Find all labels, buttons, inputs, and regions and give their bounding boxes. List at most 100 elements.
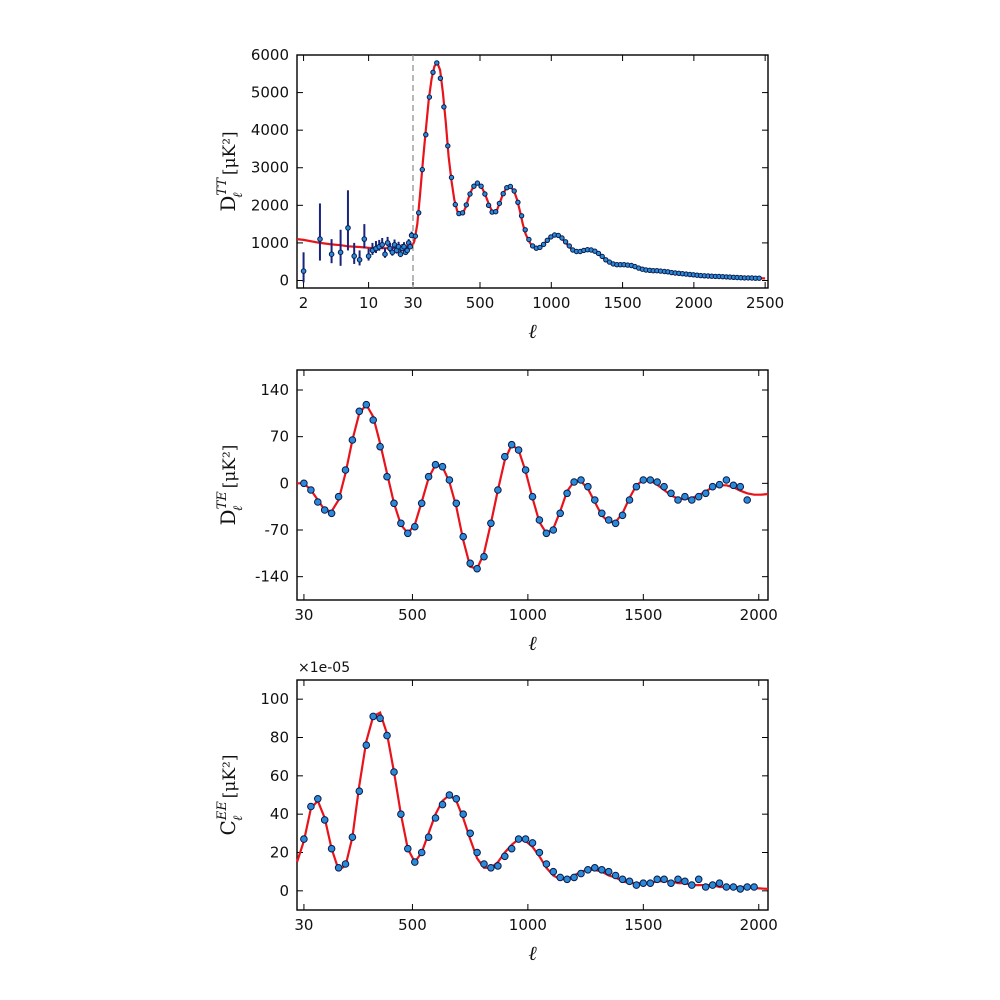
ee-point bbox=[355, 787, 364, 796]
te-point bbox=[459, 532, 468, 541]
te-point bbox=[300, 479, 308, 488]
ee-point bbox=[681, 877, 689, 886]
te-point bbox=[411, 522, 419, 531]
tt-point bbox=[452, 201, 458, 208]
y-tick-label: 3000 bbox=[251, 159, 289, 177]
ee-point bbox=[694, 875, 703, 884]
te-point bbox=[577, 476, 585, 484]
ee-point bbox=[459, 810, 468, 819]
tt-point bbox=[482, 191, 488, 197]
svg-text:DTTℓ [μK²]: DTTℓ [μK²] bbox=[215, 131, 246, 211]
x-tick-label: 2000 bbox=[740, 606, 778, 624]
ee-point bbox=[708, 881, 717, 889]
y-label-symbol: D bbox=[216, 196, 240, 212]
x-tick-label: 1500 bbox=[603, 294, 641, 312]
svg-text:CEEℓ [μK²]: CEEℓ [μK²] bbox=[215, 755, 246, 836]
ee-model-line bbox=[295, 710, 769, 890]
ee-point bbox=[667, 879, 675, 888]
ee-point bbox=[417, 848, 426, 857]
y-tick-label: -70 bbox=[265, 521, 290, 539]
tt-point bbox=[526, 236, 532, 243]
ee-point bbox=[625, 877, 634, 886]
ee-point bbox=[549, 867, 558, 876]
tt-point bbox=[522, 227, 528, 233]
te-point bbox=[397, 519, 405, 528]
te-point bbox=[570, 478, 578, 486]
y-tick-label: 0 bbox=[279, 474, 289, 492]
te-point bbox=[708, 482, 717, 491]
te-point bbox=[334, 492, 343, 501]
y-tick-label: 60 bbox=[270, 767, 289, 785]
te-point bbox=[521, 466, 530, 474]
te-model-line bbox=[297, 402, 769, 571]
te-point bbox=[445, 476, 454, 484]
ee-point bbox=[598, 866, 606, 874]
plot-frame bbox=[296, 54, 769, 289]
y-tick-label: 1000 bbox=[251, 234, 289, 252]
y-label-subscript: ℓ bbox=[231, 192, 246, 198]
tt-point bbox=[434, 60, 440, 66]
plot-frame bbox=[296, 679, 769, 911]
y-tick-label: 40 bbox=[270, 805, 289, 823]
ee-point bbox=[307, 802, 315, 811]
tt-point bbox=[756, 275, 762, 281]
y-label-superscript: EE bbox=[215, 801, 230, 821]
x-axis-label: ℓ bbox=[528, 319, 537, 343]
te-point bbox=[390, 499, 398, 508]
tt-point bbox=[562, 239, 569, 245]
ee-point bbox=[611, 871, 620, 880]
y-axis-label: DTEℓ [μK²] bbox=[215, 445, 246, 526]
x-tick-label: 500 bbox=[466, 294, 495, 312]
tt-point bbox=[559, 235, 565, 241]
x-axis-label: ℓ bbox=[528, 631, 537, 655]
tt-lowell-point bbox=[345, 225, 351, 231]
ee-point bbox=[639, 879, 648, 888]
y-tick-label: 70 bbox=[270, 428, 289, 446]
te-point bbox=[362, 400, 371, 409]
tt-lowell-point bbox=[379, 242, 386, 248]
x-tick-label: 10 bbox=[359, 294, 378, 312]
te-point bbox=[466, 559, 475, 568]
y-axis-label: DTTℓ [μK²] bbox=[215, 131, 246, 211]
tt-point bbox=[467, 191, 473, 197]
ee-point bbox=[660, 875, 668, 884]
ee-point bbox=[424, 833, 433, 842]
ee-point bbox=[438, 800, 447, 809]
ee-point bbox=[750, 883, 758, 891]
te-point bbox=[348, 436, 357, 444]
ee-point bbox=[542, 860, 551, 868]
ee-point bbox=[653, 875, 662, 884]
y-offset-label: ×1e-05 bbox=[298, 660, 350, 676]
ee-point bbox=[535, 848, 544, 857]
ee-point bbox=[376, 714, 384, 723]
ee-point bbox=[501, 852, 509, 861]
ee-point bbox=[674, 875, 682, 884]
y-tick-label: 20 bbox=[270, 844, 289, 862]
ee-point bbox=[570, 873, 578, 882]
te-point bbox=[591, 496, 599, 504]
tt-point bbox=[540, 241, 547, 248]
te-point bbox=[404, 529, 412, 538]
te-point bbox=[618, 511, 627, 520]
te-point bbox=[438, 462, 447, 471]
tt-point bbox=[555, 232, 561, 239]
te-point bbox=[598, 509, 606, 518]
y-tick-label: 5000 bbox=[251, 84, 289, 102]
tt-point bbox=[426, 94, 433, 100]
ee-point bbox=[320, 816, 329, 824]
tt-point bbox=[448, 174, 455, 181]
ee-point bbox=[736, 885, 745, 893]
ee-point bbox=[466, 829, 475, 838]
ee-point bbox=[722, 883, 731, 891]
y-label-unit: [μK²] bbox=[220, 131, 240, 180]
te-point bbox=[563, 489, 571, 498]
ee-point bbox=[618, 875, 627, 884]
y-tick-label: -140 bbox=[255, 568, 289, 586]
ee-point bbox=[404, 844, 412, 853]
y-label-symbol: D bbox=[216, 509, 240, 525]
ee-point bbox=[452, 795, 461, 803]
tt-point bbox=[419, 166, 425, 173]
tt-model-line bbox=[411, 60, 766, 280]
